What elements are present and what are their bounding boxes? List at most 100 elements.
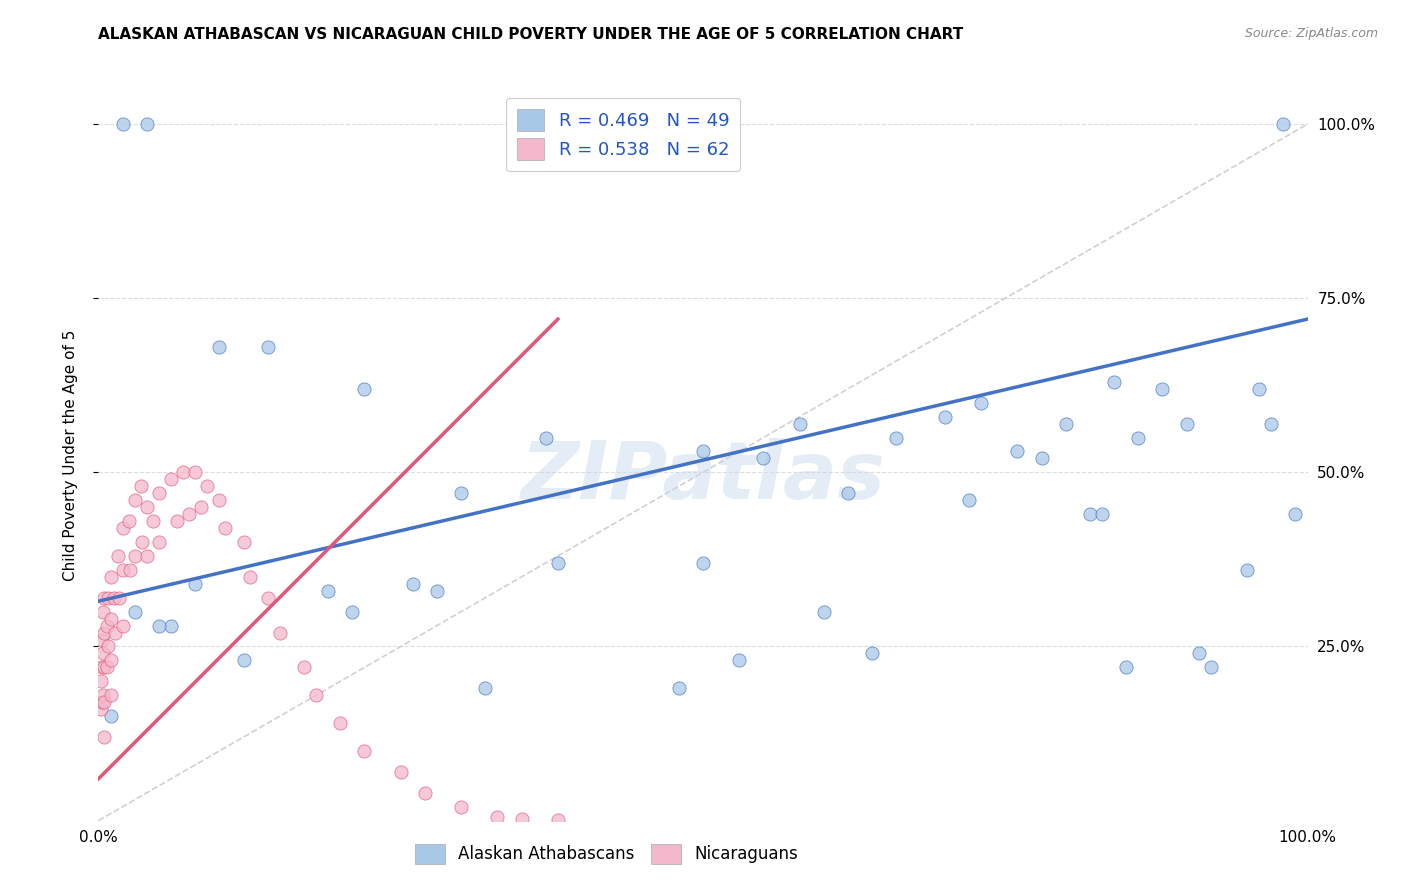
- Point: [100, 709, 122, 723]
- Point: [91, 695, 114, 709]
- Point: [547, 556, 569, 570]
- Point: [1128, 430, 1150, 444]
- Point: [256, 340, 278, 354]
- Point: [131, 535, 153, 549]
- Point: [450, 799, 472, 814]
- Point: [111, 618, 134, 632]
- Point: [195, 479, 218, 493]
- Point: [232, 535, 254, 549]
- Point: [111, 117, 134, 131]
- Y-axis label: Child Poverty Under the Age of 5: Child Poverty Under the Age of 5: [63, 329, 77, 581]
- Point: [957, 493, 980, 508]
- Point: [837, 486, 859, 500]
- Point: [886, 430, 908, 444]
- Point: [353, 382, 375, 396]
- Point: [292, 660, 315, 674]
- Point: [329, 716, 352, 731]
- Point: [100, 688, 122, 702]
- Point: [91, 632, 114, 647]
- Point: [100, 612, 122, 626]
- Point: [860, 647, 883, 661]
- Point: [124, 493, 146, 508]
- Point: [752, 451, 775, 466]
- Point: [135, 549, 157, 563]
- Point: [970, 395, 993, 409]
- Point: [208, 493, 231, 508]
- Point: [1078, 507, 1101, 521]
- Point: [1188, 647, 1211, 661]
- Point: [160, 618, 183, 632]
- Point: [486, 810, 509, 824]
- Point: [534, 430, 557, 444]
- Point: [184, 576, 207, 591]
- Point: [93, 730, 115, 744]
- Point: [111, 521, 134, 535]
- Point: [97, 640, 120, 654]
- Point: [413, 786, 436, 800]
- Point: [208, 340, 231, 354]
- Legend: Alaskan Athabascans, Nicaraguans: Alaskan Athabascans, Nicaraguans: [408, 838, 804, 871]
- Point: [789, 417, 811, 431]
- Point: [402, 576, 425, 591]
- Point: [214, 521, 236, 535]
- Point: [692, 444, 714, 458]
- Point: [166, 514, 188, 528]
- Point: [91, 660, 114, 674]
- Point: [450, 486, 472, 500]
- Point: [148, 618, 170, 632]
- Point: [142, 514, 165, 528]
- Point: [100, 570, 122, 584]
- Point: [1236, 563, 1258, 577]
- Point: [96, 618, 118, 632]
- Point: [104, 625, 127, 640]
- Point: [97, 591, 120, 605]
- Point: [93, 660, 115, 674]
- Point: [1091, 507, 1114, 521]
- Text: Source: ZipAtlas.com: Source: ZipAtlas.com: [1244, 27, 1378, 40]
- Point: [93, 591, 115, 605]
- Point: [1031, 451, 1053, 466]
- Point: [934, 409, 956, 424]
- Point: [91, 688, 114, 702]
- Point: [90, 702, 112, 716]
- Point: [107, 549, 129, 563]
- Point: [353, 744, 375, 758]
- Point: [426, 583, 449, 598]
- Point: [135, 117, 157, 131]
- Point: [1260, 417, 1282, 431]
- Point: [172, 466, 194, 480]
- Point: [129, 479, 152, 493]
- Point: [179, 507, 201, 521]
- Point: [93, 625, 115, 640]
- Point: [342, 605, 364, 619]
- Point: [1249, 382, 1271, 396]
- Point: [1102, 375, 1125, 389]
- Point: [1284, 507, 1306, 521]
- Point: [728, 653, 751, 667]
- Point: [813, 605, 835, 619]
- Point: [510, 812, 533, 826]
- Point: [232, 653, 254, 667]
- Point: [108, 591, 131, 605]
- Point: [148, 535, 170, 549]
- Point: [1115, 660, 1137, 674]
- Point: [474, 681, 496, 696]
- Point: [269, 625, 291, 640]
- Point: [305, 688, 328, 702]
- Point: [96, 660, 118, 674]
- Point: [256, 591, 278, 605]
- Point: [1199, 660, 1222, 674]
- Point: [148, 486, 170, 500]
- Point: [1272, 117, 1295, 131]
- Point: [103, 591, 125, 605]
- Point: [135, 500, 157, 515]
- Point: [190, 500, 212, 515]
- Point: [90, 674, 112, 689]
- Point: [91, 605, 114, 619]
- Point: [547, 813, 569, 827]
- Point: [111, 563, 134, 577]
- Point: [184, 466, 207, 480]
- Point: [93, 695, 115, 709]
- Point: [160, 472, 183, 486]
- Point: [316, 583, 339, 598]
